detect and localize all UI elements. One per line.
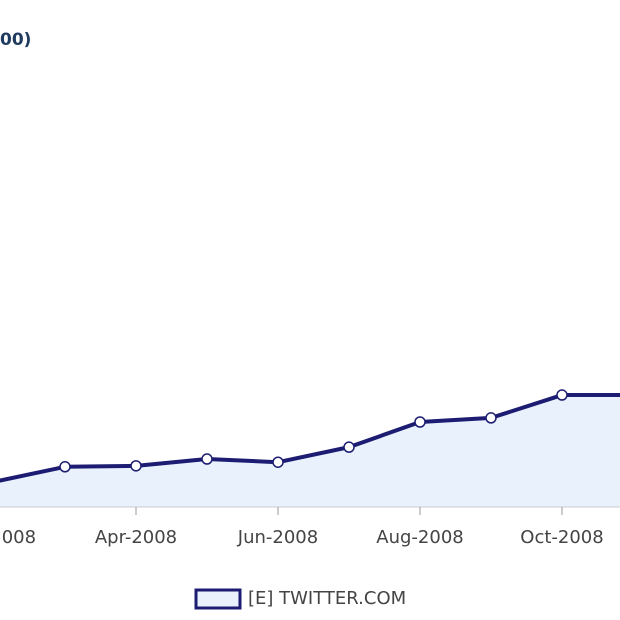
point <box>414 416 426 428</box>
line <box>0 393 620 483</box>
chart-title: 00) <box>0 30 31 50</box>
point <box>485 412 497 424</box>
x-tick-label: Feb-2008 <box>0 527 36 548</box>
point <box>130 460 142 472</box>
legend-swatch <box>194 588 242 610</box>
area <box>0 395 620 507</box>
x-tick-label: Oct-2008 <box>520 527 603 548</box>
point <box>59 461 71 473</box>
point <box>556 389 568 401</box>
x-tick-label: Apr-2008 <box>95 527 177 548</box>
point <box>201 453 213 465</box>
point <box>343 441 355 453</box>
point <box>272 456 284 468</box>
x-tick-label: Aug-2008 <box>376 527 463 548</box>
legend-label: [E] TWITTER.COM <box>248 588 406 609</box>
x-tick-label: Jun-2008 <box>237 527 318 548</box>
